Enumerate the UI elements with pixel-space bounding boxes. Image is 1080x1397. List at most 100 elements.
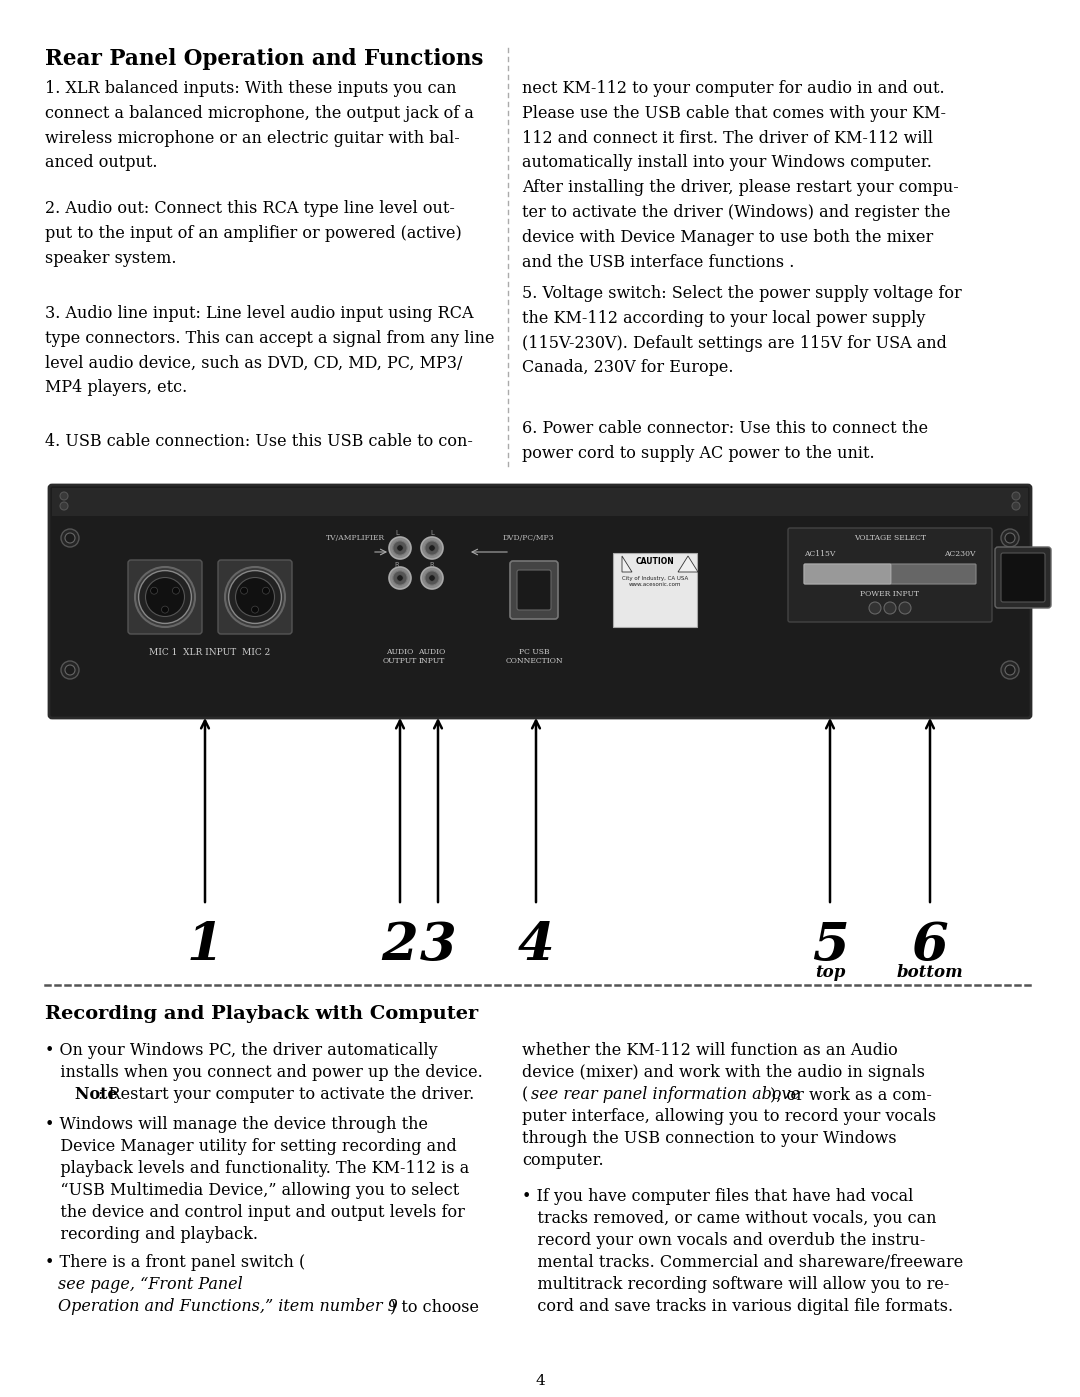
Circle shape (235, 577, 274, 616)
Text: L: L (395, 529, 399, 536)
FancyBboxPatch shape (804, 564, 976, 584)
Circle shape (229, 570, 282, 623)
Circle shape (225, 567, 285, 627)
Circle shape (65, 665, 75, 675)
Circle shape (173, 587, 179, 594)
Text: PC USB
CONNECTION: PC USB CONNECTION (505, 648, 563, 665)
Circle shape (252, 606, 258, 613)
Circle shape (146, 577, 185, 616)
Text: tracks removed, or came without vocals, you can: tracks removed, or came without vocals, … (522, 1210, 936, 1227)
Circle shape (424, 571, 440, 585)
Text: puter interface, allowing you to record your vocals: puter interface, allowing you to record … (522, 1108, 936, 1125)
Circle shape (1001, 661, 1020, 679)
Circle shape (138, 570, 191, 623)
Text: TV/AMPLIFIER: TV/AMPLIFIER (325, 534, 384, 542)
Text: • On your Windows PC, the driver automatically: • On your Windows PC, the driver automat… (45, 1042, 437, 1059)
Circle shape (162, 606, 168, 613)
Circle shape (262, 587, 269, 594)
Circle shape (424, 541, 440, 555)
Text: playback levels and functionality. The KM-112 is a: playback levels and functionality. The K… (45, 1160, 469, 1178)
FancyBboxPatch shape (804, 564, 891, 584)
Text: POWER INPUT: POWER INPUT (861, 590, 919, 598)
Text: AUDIO
INPUT: AUDIO INPUT (418, 648, 446, 665)
Text: computer.: computer. (522, 1153, 604, 1169)
Text: 5: 5 (812, 921, 849, 971)
Text: bottom: bottom (896, 964, 963, 981)
Polygon shape (678, 556, 698, 571)
Circle shape (421, 536, 443, 559)
Text: 6: 6 (912, 921, 948, 971)
Circle shape (899, 602, 912, 615)
Text: 5. Voltage switch: Select the power supply voltage for
the KM-112 according to y: 5. Voltage switch: Select the power supp… (522, 285, 962, 376)
FancyBboxPatch shape (510, 562, 558, 619)
Circle shape (1012, 502, 1020, 510)
Circle shape (429, 545, 435, 552)
Circle shape (241, 587, 247, 594)
FancyBboxPatch shape (613, 553, 697, 627)
Text: Recording and Playback with Computer: Recording and Playback with Computer (45, 1004, 478, 1023)
FancyBboxPatch shape (788, 528, 993, 622)
Text: • If you have computer files that have had vocal: • If you have computer files that have h… (522, 1187, 914, 1206)
Text: through the USB connection to your Windows: through the USB connection to your Windo… (522, 1130, 896, 1147)
Circle shape (429, 574, 435, 581)
FancyBboxPatch shape (517, 570, 551, 610)
Circle shape (396, 574, 403, 581)
Text: the device and control input and output levels for: the device and control input and output … (45, 1204, 464, 1221)
Circle shape (150, 587, 158, 594)
Text: R: R (394, 562, 400, 569)
Text: : Restart your computer to activate the driver.: : Restart your computer to activate the … (98, 1085, 474, 1104)
Circle shape (65, 534, 75, 543)
Text: AC115V: AC115V (805, 550, 836, 557)
Text: City of Industry, CA USA
www.acesonic.com: City of Industry, CA USA www.acesonic.co… (622, 576, 688, 587)
Circle shape (60, 492, 68, 500)
Text: R: R (430, 562, 434, 569)
Text: • There is a front panel switch (: • There is a front panel switch ( (45, 1255, 306, 1271)
Text: 4. USB cable connection: Use this USB cable to con-: 4. USB cable connection: Use this USB ca… (45, 433, 473, 450)
Circle shape (869, 602, 881, 615)
Text: ), or work as a com-: ), or work as a com- (770, 1085, 932, 1104)
Circle shape (389, 536, 411, 559)
Circle shape (421, 567, 443, 590)
Text: 2: 2 (381, 921, 418, 971)
Text: (: ( (522, 1085, 528, 1104)
Text: • Windows will manage the device through the: • Windows will manage the device through… (45, 1116, 428, 1133)
Text: 1: 1 (187, 921, 224, 971)
Text: 4: 4 (517, 921, 554, 971)
Text: 3. Audio line input: Line level audio input using RCA
type connectors. This can : 3. Audio line input: Line level audio in… (45, 305, 495, 397)
Text: recording and playback.: recording and playback. (45, 1227, 258, 1243)
Text: 3: 3 (420, 921, 457, 971)
Text: Device Manager utility for setting recording and: Device Manager utility for setting recor… (45, 1139, 457, 1155)
Text: “USB Multimedia Device,” allowing you to select: “USB Multimedia Device,” allowing you to… (45, 1182, 459, 1199)
Text: ) to choose: ) to choose (390, 1298, 480, 1315)
Text: 6. Power cable connector: Use this to connect the
power cord to supply AC power : 6. Power cable connector: Use this to co… (522, 420, 928, 462)
Text: AUDIO
OUTPUT: AUDIO OUTPUT (382, 648, 417, 665)
Text: VOLTAGE SELECT: VOLTAGE SELECT (854, 534, 926, 542)
FancyBboxPatch shape (1001, 553, 1045, 602)
Text: Note: Note (58, 1085, 118, 1104)
Circle shape (60, 502, 68, 510)
Circle shape (885, 602, 896, 615)
Text: Rear Panel Operation and Functions: Rear Panel Operation and Functions (45, 47, 484, 70)
Text: L: L (430, 529, 434, 536)
FancyBboxPatch shape (218, 560, 292, 634)
Bar (52, 488, 1028, 515)
FancyBboxPatch shape (49, 485, 1031, 718)
Text: MIC 1  XLR INPUT  MIC 2: MIC 1 XLR INPUT MIC 2 (149, 648, 271, 657)
Text: whether the KM-112 will function as an Audio: whether the KM-112 will function as an A… (522, 1042, 897, 1059)
Circle shape (60, 529, 79, 548)
Circle shape (389, 567, 411, 590)
Text: record your own vocals and overdub the instru-: record your own vocals and overdub the i… (522, 1232, 926, 1249)
Circle shape (1001, 529, 1020, 548)
Text: see rear panel information above: see rear panel information above (531, 1085, 800, 1104)
Text: 1. XLR balanced inputs: With these inputs you can
connect a balanced microphone,: 1. XLR balanced inputs: With these input… (45, 80, 474, 172)
Text: cord and save tracks in various digital file formats.: cord and save tracks in various digital … (522, 1298, 954, 1315)
Circle shape (60, 661, 79, 679)
Text: see page, “Front Panel: see page, “Front Panel (58, 1275, 243, 1294)
FancyBboxPatch shape (995, 548, 1051, 608)
Text: device (mixer) and work with the audio in signals: device (mixer) and work with the audio i… (522, 1065, 924, 1081)
Circle shape (135, 567, 195, 627)
Circle shape (1005, 665, 1015, 675)
Text: 2. Audio out: Connect this RCA type line level out-
put to the input of an ampli: 2. Audio out: Connect this RCA type line… (45, 200, 462, 267)
Text: nect KM-112 to your computer for audio in and out.
Please use the USB cable that: nect KM-112 to your computer for audio i… (522, 80, 959, 271)
Circle shape (396, 545, 403, 552)
